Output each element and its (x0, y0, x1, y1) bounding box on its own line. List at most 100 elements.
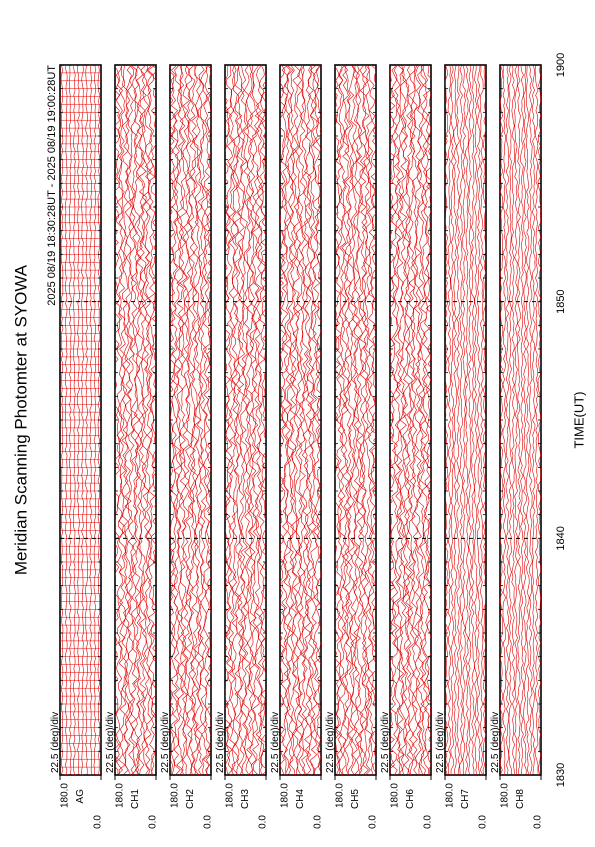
channel-label: CH4 (295, 789, 306, 809)
trace (361, 65, 370, 775)
panel: 180.0 0.0 CH4 22.5 (deg)/div (270, 64, 324, 829)
channel-label: CH8 (515, 789, 526, 809)
y-tick-label: 180.0 (335, 783, 346, 808)
scale-label: 22.5 (deg)/div (380, 712, 391, 773)
scale-label: 22.5 (deg)/div (215, 712, 226, 773)
trace (179, 65, 188, 775)
traces (445, 65, 486, 775)
y-tick-label: 0.0 (203, 815, 214, 829)
y-tick-label: 0.0 (313, 815, 324, 829)
trace (121, 65, 130, 775)
panel: 180.0 0.0 CH3 22.5 (deg)/div (215, 64, 269, 829)
trace (416, 65, 425, 775)
scale-label: 22.5 (deg)/div (105, 712, 116, 773)
trace (182, 65, 190, 775)
y-tick-label: 0.0 (148, 815, 159, 829)
trace (402, 65, 410, 775)
trace (240, 65, 248, 775)
trace (453, 65, 458, 775)
trace (254, 65, 263, 775)
y-tick-label: 180.0 (390, 783, 401, 808)
y-tick-label: 0.0 (478, 815, 489, 829)
trace (347, 65, 355, 775)
trace (476, 65, 481, 775)
trace (234, 65, 243, 775)
traces (170, 65, 211, 775)
trace (344, 65, 352, 775)
trace (228, 65, 237, 775)
trace (237, 65, 245, 775)
panel: 180.0 0.0 CH2 22.5 (deg)/div (160, 64, 214, 829)
scale-label: 22.5 (deg)/div (270, 712, 281, 773)
x-tick-label: 1850 (555, 289, 567, 313)
trace (251, 65, 260, 775)
trace (473, 65, 478, 775)
trace (528, 65, 533, 775)
trace (257, 65, 266, 775)
trace (130, 65, 138, 775)
trace (517, 65, 521, 775)
y-tick-label: 180.0 (280, 783, 291, 808)
trace (411, 65, 419, 775)
trace (502, 65, 507, 775)
scale-label: 22.5 (deg)/div (490, 712, 501, 773)
trace (471, 65, 475, 775)
trace (309, 65, 318, 775)
y-tick-label: 180.0 (60, 783, 71, 808)
trace (456, 65, 460, 775)
trace (338, 65, 347, 775)
trace (127, 65, 135, 775)
panel: 180.0 0.0 CH5 22.5 (deg)/div (325, 64, 379, 829)
trace (422, 65, 431, 775)
trace (292, 65, 300, 775)
trace (118, 65, 127, 775)
panel: 180.0 0.0 CH1 22.5 (deg)/div (105, 64, 159, 829)
trace (523, 65, 527, 775)
trace (199, 65, 208, 775)
channel-label: CH7 (460, 789, 471, 809)
channel-label: CH3 (240, 789, 251, 809)
channel-label: CH5 (350, 789, 361, 809)
y-tick-label: 0.0 (93, 815, 104, 829)
trace (135, 65, 144, 775)
trace (511, 65, 516, 775)
trace (356, 65, 364, 775)
y-tick-label: 180.0 (170, 783, 181, 808)
panel: 180.0 0.0 CH8 22.5 (deg)/div (490, 64, 544, 829)
x-tick-label: 1830 (555, 763, 567, 787)
trace (185, 65, 193, 775)
trace (246, 65, 254, 775)
channel-label: CH6 (405, 789, 416, 809)
trace (191, 65, 199, 775)
rotated-chart: Meridian Scanning Photomter at SYOWA 202… (11, 53, 586, 829)
trace (133, 65, 141, 775)
trace (231, 65, 240, 775)
y-tick-label: 180.0 (500, 783, 511, 808)
trace (298, 65, 306, 775)
trace (468, 65, 472, 775)
trace (295, 65, 303, 775)
trace (358, 65, 367, 775)
channel-label: AG (75, 789, 86, 804)
scale-label: 22.5 (deg)/div (160, 712, 171, 773)
channel-label: CH2 (185, 789, 196, 809)
y-tick-label: 0.0 (368, 815, 379, 829)
scale-label: 22.5 (deg)/div (50, 712, 61, 773)
trace (465, 65, 469, 775)
trace (173, 65, 182, 775)
trace (306, 65, 315, 775)
trace (393, 65, 402, 775)
x-tick-label: 1840 (555, 526, 567, 550)
trace (341, 65, 350, 775)
x-tick-label: 1900 (555, 53, 567, 77)
trace (196, 65, 205, 775)
x-axis-label: TIME(UT) (571, 391, 586, 448)
trace (176, 65, 185, 775)
trace (447, 65, 452, 775)
chart-title: Meridian Scanning Photomter at SYOWA (11, 264, 30, 575)
trace (193, 65, 202, 775)
trace (520, 65, 524, 775)
trace (462, 65, 466, 775)
y-tick-label: 180.0 (445, 783, 456, 808)
trace (419, 65, 428, 775)
